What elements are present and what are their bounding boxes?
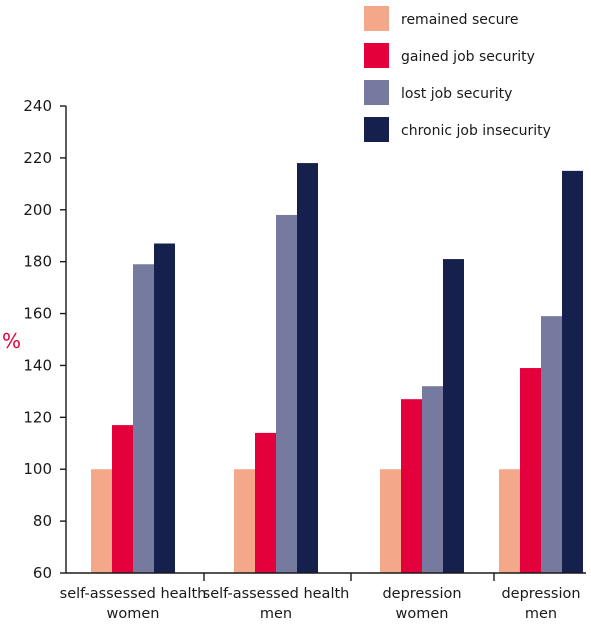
legend-swatch-gained-job-security	[364, 43, 389, 68]
y-tick-label-60: 60	[33, 564, 52, 582]
x-category-label-4-line-1: depression	[501, 586, 580, 602]
bar-chronic-job-insecurity-depression-men	[562, 170, 583, 573]
y-tick-label-100: 100	[23, 460, 52, 478]
legend: remained secure gained job security lost j…	[364, 6, 551, 142]
y-tick-label-80: 80	[33, 512, 52, 530]
y-tick-label-200: 200	[23, 201, 52, 219]
bar-remained-secure-depression-women	[380, 469, 401, 573]
x-category-label-3-line-2: women	[396, 606, 449, 622]
bar-remained-secure-depression-men	[499, 469, 520, 573]
bars	[91, 163, 583, 574]
y-tick-label-220: 220	[23, 149, 52, 167]
x-category-label-4-line-2: men	[525, 606, 557, 622]
bar-lost-job-security-depression-men	[541, 316, 562, 573]
y-axis-label: %	[2, 329, 21, 353]
legend-label-remained-secure: remained secure	[401, 12, 519, 28]
x-category-label-1-line-1: self-assessed health	[60, 586, 207, 602]
bar-chronic-job-insecurity-depression-women	[443, 259, 464, 573]
x-axis: self-assessed health women self-assessed h…	[60, 572, 586, 622]
y-tick-label-140: 140	[23, 356, 52, 374]
bar-gained-job-security-depression-men	[520, 368, 541, 573]
legend-label-chronic-job-insecurity: chronic job insecurity	[401, 123, 551, 139]
y-tick-label-240: 240	[23, 97, 52, 115]
bar-gained-job-security-self-assessed-health-women	[112, 425, 133, 573]
legend-swatch-lost-job-security	[364, 80, 389, 105]
legend-label-gained-job-security: gained job security	[401, 49, 535, 65]
bar-lost-job-security-self-assessed-health-men	[276, 214, 297, 573]
bar-chronic-job-insecurity-self-assessed-health-men	[297, 163, 318, 574]
bar-chronic-job-insecurity-self-assessed-health-women	[154, 243, 175, 573]
x-category-label-2-line-2: men	[260, 606, 292, 622]
x-category-label-1-line-2: women	[107, 606, 160, 622]
bar-lost-job-security-self-assessed-health-women	[133, 264, 154, 573]
y-tick-label-120: 120	[23, 408, 52, 426]
legend-swatch-remained-secure	[364, 6, 389, 31]
bar-lost-job-security-depression-women	[422, 386, 443, 573]
x-category-label-2-line-1: self-assessed health	[203, 586, 350, 602]
y-tick-label-180: 180	[23, 253, 52, 271]
bar-gained-job-security-depression-women	[401, 399, 422, 573]
bar-gained-job-security-self-assessed-health-men	[255, 432, 276, 573]
bar-remained-secure-self-assessed-health-men	[234, 469, 255, 573]
y-axis: 60 80 100 120 140 160 180 200 220 240	[23, 97, 67, 582]
legend-label-lost-job-security: lost job security	[401, 86, 512, 102]
y-tick-label-160: 160	[23, 305, 52, 323]
legend-swatch-chronic-job-insecurity	[364, 117, 389, 142]
bar-remained-secure-self-assessed-health-women	[91, 469, 112, 573]
x-category-label-3-line-1: depression	[382, 586, 461, 602]
